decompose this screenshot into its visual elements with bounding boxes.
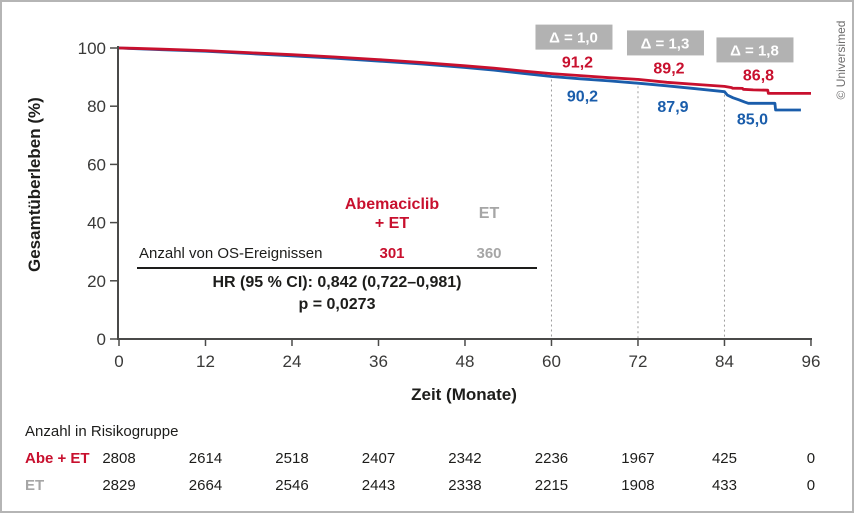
risk-row-label-et: ET bbox=[25, 477, 45, 494]
et-value-72: 87,9 bbox=[657, 99, 688, 116]
risk-row-label-abe-et: Abe + ET bbox=[25, 450, 90, 467]
y-tick-label-20: 20 bbox=[87, 272, 106, 291]
abe-et-value-72: 89,2 bbox=[653, 60, 684, 77]
risk-value: 2829 bbox=[102, 477, 136, 494]
legend-arm1-label: Abemaciclib + ET bbox=[332, 195, 452, 233]
risk-value: 425 bbox=[711, 450, 737, 467]
y-tick-label-100: 100 bbox=[78, 39, 106, 58]
x-tick-label-12: 12 bbox=[196, 352, 215, 371]
legend-arm1-line2: + ET bbox=[374, 215, 410, 232]
x-tick-label-0: 0 bbox=[114, 352, 123, 371]
x-tick-label-72: 72 bbox=[629, 352, 648, 371]
y-tick-label-80: 80 bbox=[87, 97, 106, 116]
risk-value: 2808 bbox=[102, 450, 136, 467]
y-tick-label-40: 40 bbox=[87, 214, 106, 233]
delta-box-84 bbox=[716, 37, 794, 63]
y-tick-label-60: 60 bbox=[87, 155, 106, 174]
risk-value: 2664 bbox=[188, 477, 223, 494]
risk-value: 0 bbox=[806, 477, 816, 494]
x-tick-label-84: 84 bbox=[715, 352, 734, 371]
delta-label-60: Δ = 1,0 bbox=[549, 30, 598, 47]
risk-value: 1967 bbox=[621, 450, 655, 467]
risk-value: 0 bbox=[806, 450, 816, 467]
stats-divider-line bbox=[137, 267, 537, 269]
x-tick-label-48: 48 bbox=[456, 352, 475, 371]
risk-value: 2546 bbox=[275, 477, 309, 494]
risk-value: 2236 bbox=[534, 450, 569, 467]
os-events-row-label: Anzahl von OS-Ereignissen bbox=[139, 245, 323, 262]
et-value-60: 90,2 bbox=[567, 89, 598, 106]
survival-curve-abemaciclib-et bbox=[118, 46, 811, 95]
y-axis-title: Gesamtüberleben (%) bbox=[25, 97, 44, 272]
p-value-text: p = 0,0273 bbox=[298, 296, 376, 313]
risk-value: 2342 bbox=[448, 450, 482, 467]
os-events-arm2-value: 360 bbox=[476, 245, 502, 262]
risk-value: 2614 bbox=[188, 450, 223, 467]
copyright-label: © Universimed bbox=[834, 20, 848, 100]
risk-value: 2215 bbox=[534, 477, 569, 494]
legend-arm1-line1: Abemaciclib bbox=[344, 196, 440, 213]
risk-table-title: Anzahl in Risikogruppe bbox=[25, 423, 179, 440]
delta-label-84: Δ = 1,8 bbox=[730, 42, 779, 59]
x-axis-title: Zeit (Monate) bbox=[411, 385, 517, 404]
x-tick-label-60: 60 bbox=[542, 352, 561, 371]
legend-arm2-label: ET bbox=[478, 205, 500, 222]
risk-value: 1908 bbox=[621, 477, 655, 494]
y-tick-label-0: 0 bbox=[97, 330, 106, 349]
delta-label-72: Δ = 1,3 bbox=[641, 35, 690, 52]
delta-box-60 bbox=[535, 24, 613, 50]
risk-value: 2443 bbox=[361, 477, 396, 494]
x-tick-label-96: 96 bbox=[802, 352, 821, 371]
x-tick-label-24: 24 bbox=[283, 352, 302, 371]
survival-chart: 0 20 40 60 80 100 0 12 24 36 48 60 72 84 96 Δ = 1,0 91,2… bbox=[78, 24, 821, 371]
x-tick-label-36: 36 bbox=[369, 352, 388, 371]
delta-box-72 bbox=[626, 30, 704, 56]
abe-et-value-84: 86,8 bbox=[743, 67, 774, 84]
risk-value: 2518 bbox=[275, 450, 309, 467]
survival-curve-et bbox=[118, 46, 801, 112]
risk-value: 2338 bbox=[448, 477, 482, 494]
risk-value: 433 bbox=[711, 477, 737, 494]
risk-value: 2407 bbox=[361, 450, 396, 467]
os-events-arm1-value: 301 bbox=[379, 245, 405, 262]
et-value-84: 85,0 bbox=[737, 112, 768, 129]
abe-et-value-60: 91,2 bbox=[562, 55, 593, 72]
hazard-ratio-text: HR (95 % CI): 0,842 (0,722–0,981) bbox=[212, 274, 462, 291]
